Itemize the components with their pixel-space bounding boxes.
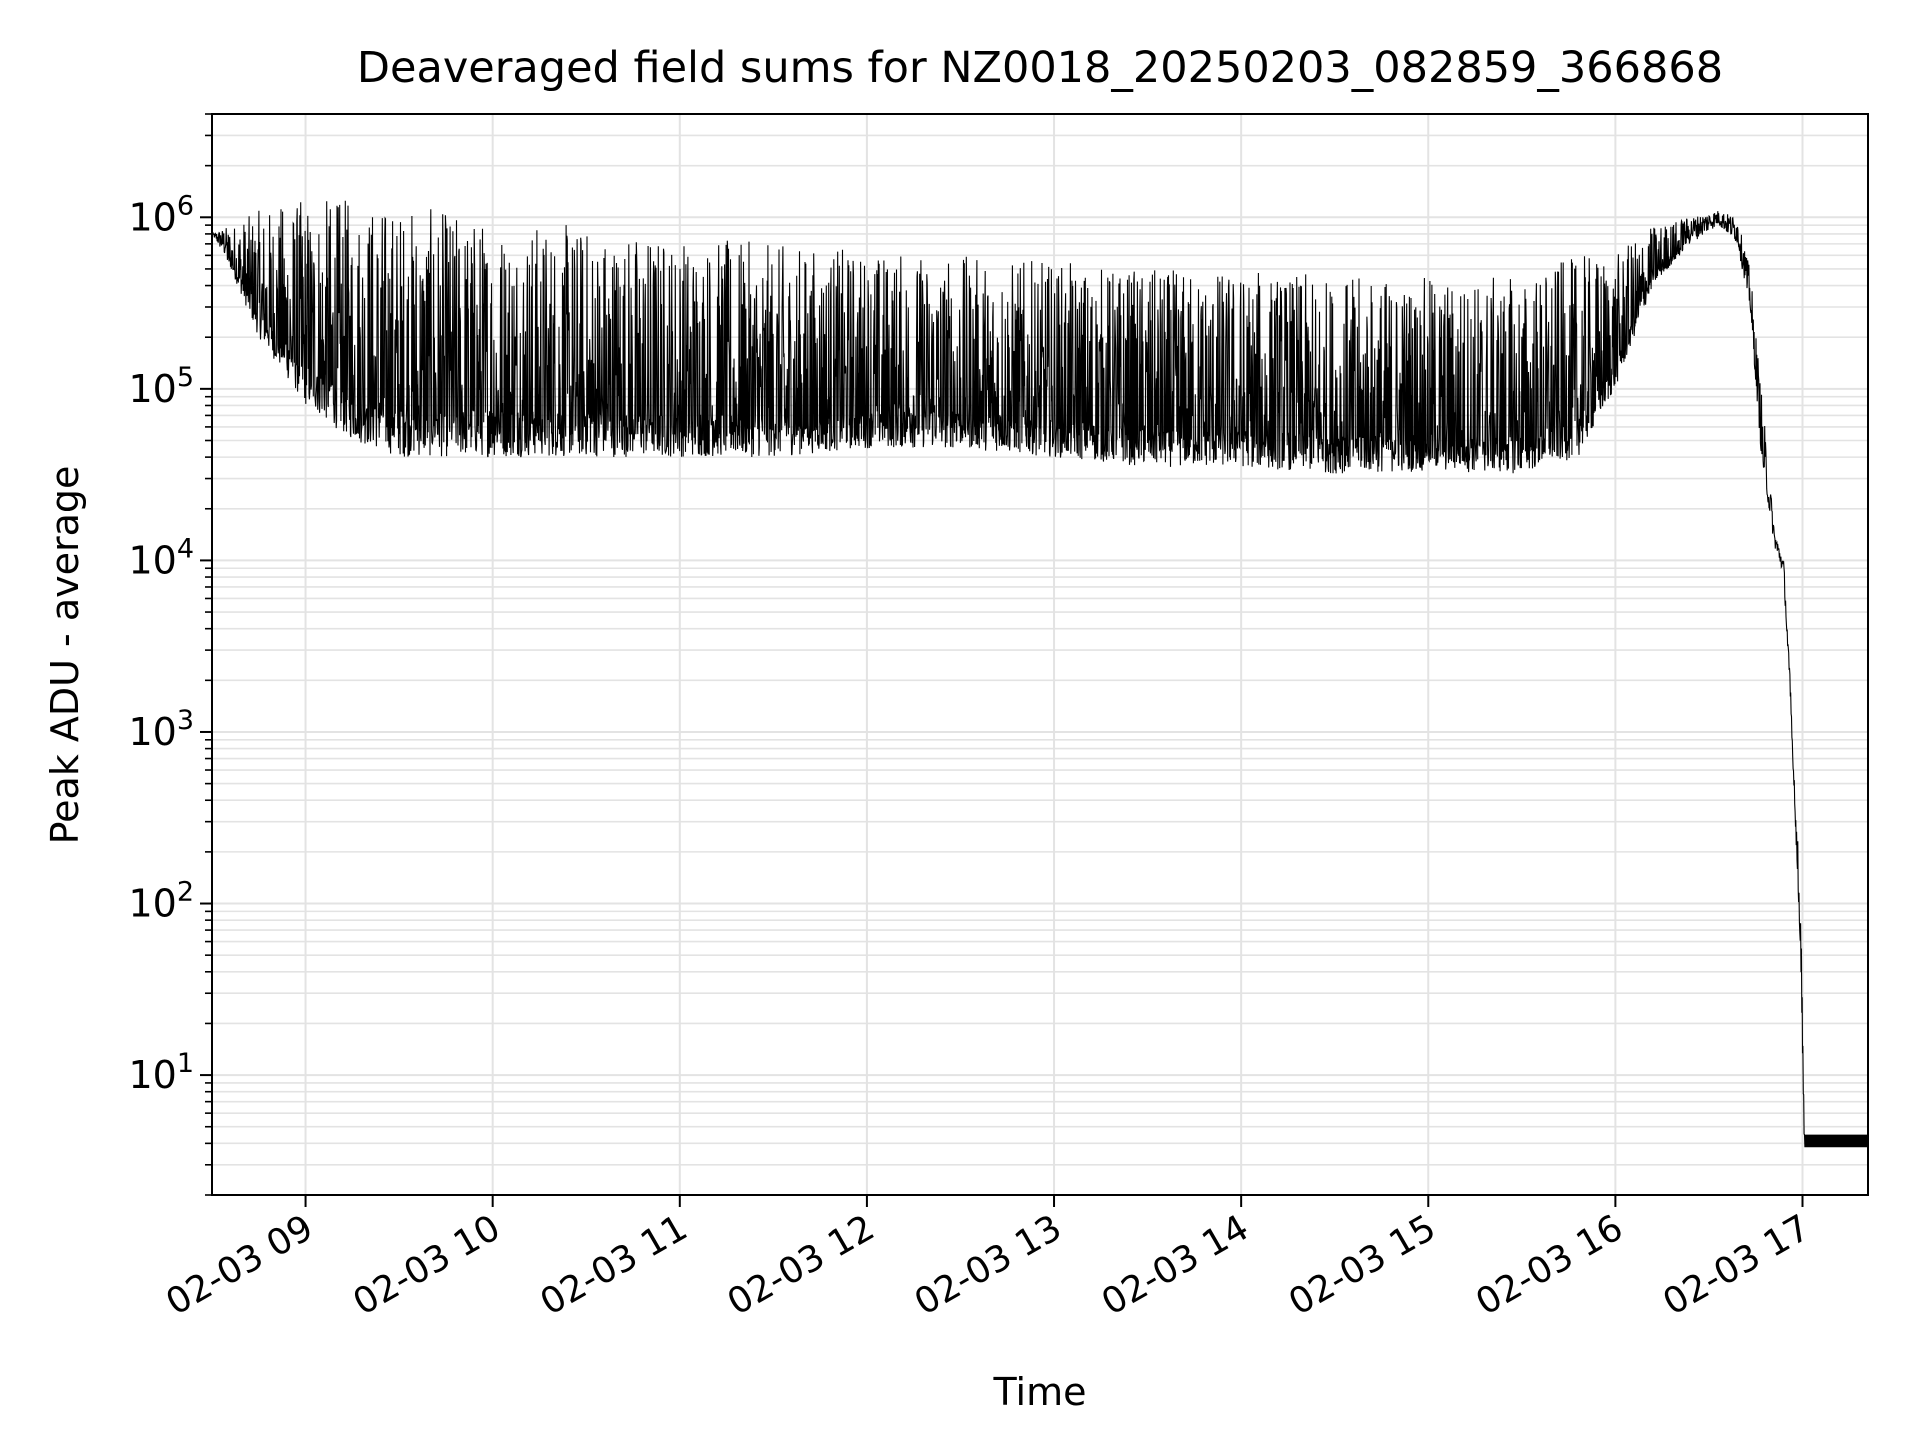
x-tick-label: 02-03 09: [159, 1207, 320, 1323]
y-axis-label: Peak ADU - average: [43, 466, 87, 845]
y-tick-label: 103: [128, 705, 194, 754]
plot-frame: [211, 113, 1869, 1196]
x-tick-label: 02-03 17: [1656, 1207, 1817, 1323]
series-path: [211, 200, 1869, 1148]
x-tick-label: 02-03 13: [908, 1207, 1069, 1323]
y-axis: 101 102 103 104 105 106: [128, 113, 212, 1196]
y-tick-label: 102: [128, 877, 194, 926]
grid: [212, 113, 1868, 1196]
x-axis: 02-03 09 02-03 10 02-03 11 02-03 12 02-03 13…: [159, 1195, 1817, 1324]
series-line: [211, 200, 1869, 1148]
x-tick-label: 02-03 12: [721, 1207, 882, 1323]
x-tick-label: 02-03 16: [1469, 1207, 1630, 1323]
x-axis-label: Time: [993, 1370, 1087, 1414]
y-tick-label: 106: [128, 190, 194, 239]
x-tick-label: 02-03 15: [1282, 1207, 1443, 1323]
y-tick-label: 105: [128, 362, 194, 411]
y-tick-label: 104: [128, 533, 194, 582]
chart-title: Deaveraged field sums for NZ0018_2025020…: [357, 43, 1723, 93]
x-tick-label: 02-03 10: [347, 1207, 508, 1323]
x-tick-label: 02-03 14: [1095, 1207, 1256, 1323]
x-tick-label: 02-03 11: [534, 1207, 695, 1323]
y-tick-label: 101: [128, 1048, 194, 1097]
